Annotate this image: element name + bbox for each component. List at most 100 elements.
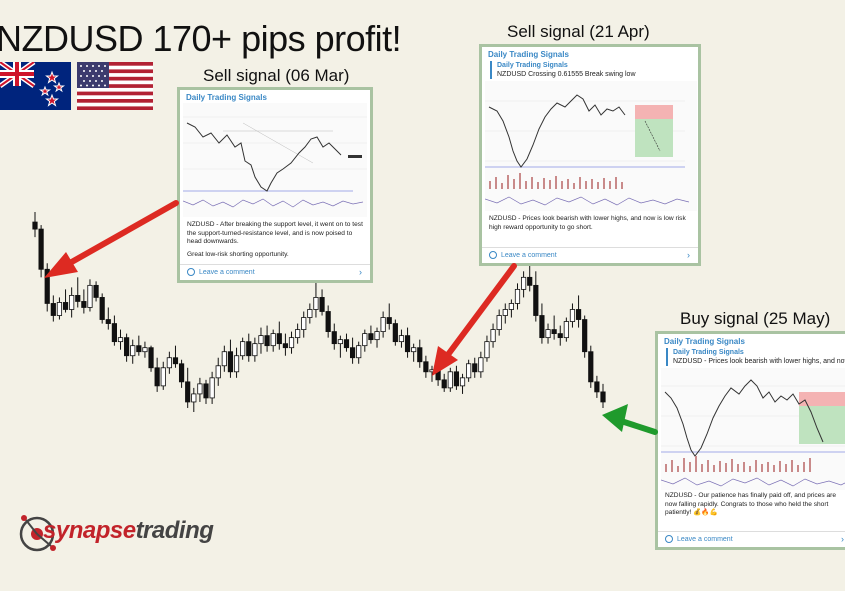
candle-body-bullish [221,351,227,367]
candle [75,277,81,308]
candle [56,297,63,320]
candle [258,327,264,354]
candle [32,212,38,238]
candle-body-bullish [252,343,258,357]
candle [411,343,417,362]
signal-card-06-mar: Daily Trading Signals NZDUSD - After bre… [177,87,373,283]
candle-body-bearish [404,335,411,353]
candle-body-bullish [313,297,319,310]
candle-body-bearish [472,363,478,373]
candle-body-bullish [484,341,490,359]
candle [160,361,166,390]
candle-body-bearish [441,379,447,389]
leave-comment-link[interactable]: Leave a comment › [658,531,845,547]
leave-comment-link[interactable]: Leave a comment › [482,247,698,263]
candle [99,293,105,324]
candle [282,333,289,356]
candle-body-bullish [166,357,172,369]
candle [203,379,209,404]
candle-body-bullish [545,329,551,339]
candle-body-bullish [466,363,472,379]
candle [301,311,307,338]
candle-body-bullish [398,335,405,343]
candle [557,325,563,346]
comment-icon [665,535,673,543]
candle-body-bullish [502,309,508,316]
candle [472,357,478,378]
quoted-message: Daily Trading Signals NZDUSD - Prices lo… [666,348,845,366]
candle [117,329,124,350]
candle [545,323,551,344]
candle-body-bullish [258,335,264,345]
chevron-right-icon[interactable]: › [841,534,844,544]
candle-body-bearish [392,323,398,343]
candle-body-bullish [563,321,569,339]
chevron-right-icon[interactable]: › [687,250,690,260]
quoted-title: Daily Trading Signals [497,62,568,69]
logo-part-2: trading [135,517,214,544]
chevron-right-icon[interactable]: › [359,267,362,277]
card-text: NZDUSD - Our patience has finally paid o… [665,492,837,517]
candle-body-bullish [288,337,295,349]
card-header: Daily Trading Signals [664,337,745,346]
candle-body-bullish [459,377,466,387]
candle-body-bearish [44,268,50,304]
candle-body-bearish [453,371,460,387]
candle-body-bullish [160,367,166,387]
leave-comment-link[interactable]: Leave a comment › [180,264,370,280]
candle-body-bearish [551,329,557,335]
candle [319,289,325,316]
candle-body-bearish [136,345,142,353]
candle [398,329,405,348]
candle [69,287,75,318]
candle-body-bearish [32,221,38,230]
candle [588,345,594,388]
candle-body-bullish [496,315,502,330]
candle-body-bearish [588,351,594,383]
candle [569,303,576,328]
candle [527,263,533,292]
candle-body-bearish [38,228,44,270]
candle [209,371,215,404]
candle-body-bearish [124,337,130,357]
candle [417,339,423,368]
candle [81,289,87,314]
candle [197,377,203,402]
candle [447,367,453,392]
candle [539,303,545,344]
candle-body-bearish [99,297,105,320]
candle [270,329,276,352]
comment-icon [187,268,195,276]
candle [105,307,111,330]
candle [215,357,221,386]
candle-body-bullish [514,288,521,304]
candle-body-bullish [301,317,307,330]
sell-signal-caption-1: Sell signal (06 Mar) [203,66,350,85]
mini-chart-screenshot [485,81,697,211]
candle [453,365,460,390]
candle [600,383,606,408]
candle [496,309,502,336]
candle [111,315,117,346]
candle [441,373,447,392]
candle-body-bullish [209,377,215,399]
candle-body-bearish [325,311,331,332]
candle [93,281,99,302]
candle-body-bearish [105,319,111,324]
candle [191,387,197,412]
candle-body-bullish [380,317,386,332]
candle-body-bearish [282,343,289,349]
card-text-2: Great low-risk shorting opportunity. [187,250,289,258]
candle-body-bearish [539,315,545,339]
candle [575,295,582,328]
signal-card-21-apr: Daily Trading Signals Daily Trading Sign… [479,44,701,266]
new-zealand-flag-icon [0,62,71,110]
candles-group [32,212,606,412]
candle-body-bullish [447,371,453,389]
candle-body-bullish [69,295,75,310]
page-title: NZDUSD 170+ pips profit! [0,18,402,59]
quoted-message: Daily Trading Signals NZDUSD Crossing 0.… [490,61,690,79]
candle-body-bearish [423,361,429,373]
candle [325,305,331,338]
